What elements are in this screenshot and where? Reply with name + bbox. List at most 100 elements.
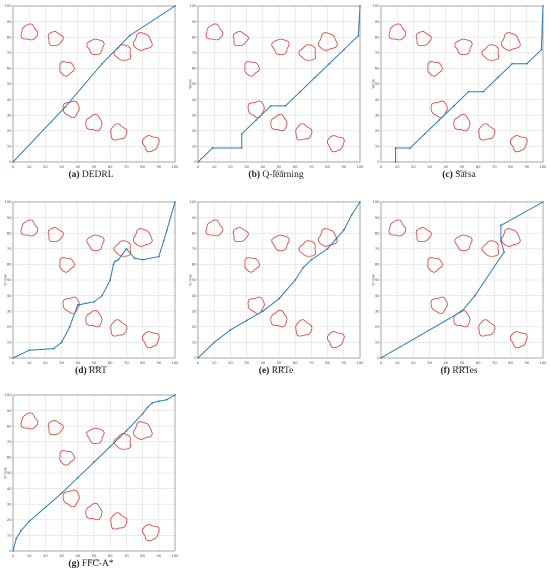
x-axis-label: X/ mile xyxy=(273,366,285,370)
path-point xyxy=(76,476,79,479)
path-point xyxy=(174,201,176,203)
y-tick-label: 0 xyxy=(377,356,380,360)
path-point xyxy=(313,76,316,79)
y-tick-label: 90 xyxy=(7,216,12,220)
x-tick-label: 90 xyxy=(157,361,162,365)
obstacle-outline xyxy=(295,319,313,337)
path-point xyxy=(499,240,502,242)
obstacle-outline xyxy=(132,421,153,440)
path-point xyxy=(278,297,280,300)
y-tick-label: 50 xyxy=(7,471,12,475)
x-tick-label: 80 xyxy=(508,361,513,365)
x-tick-label: 0 xyxy=(12,554,15,558)
x-tick-label: 70 xyxy=(124,361,129,365)
chart-svg: 00 10 10 20 20 30 30 40 40 50 50 60 60 70 70 80 80 90 90 10… xyxy=(189,4,365,173)
x-tick-label: 100 xyxy=(540,165,548,169)
obstacle-outline xyxy=(47,31,64,47)
x-tick-label: 50 xyxy=(92,361,97,365)
y-tick-label: 50 xyxy=(375,278,380,282)
caption-text: RRTe xyxy=(269,366,294,376)
x-tick-label: 40 xyxy=(76,165,81,169)
y-tick-label: 80 xyxy=(375,231,380,235)
x-tick-label: 70 xyxy=(309,165,314,169)
x-tick-label: 20 xyxy=(43,165,48,169)
caption-text: RRTes xyxy=(449,366,478,376)
x-tick-label: 10 xyxy=(27,361,32,365)
path-point xyxy=(503,251,506,253)
y-axis-label: Y/mm xyxy=(189,78,193,89)
path-point xyxy=(423,133,426,135)
obstacle-outline xyxy=(478,123,496,141)
path-point xyxy=(453,104,455,107)
x-tick-label: 90 xyxy=(342,361,347,365)
y-tick-label: 60 xyxy=(7,456,12,460)
obstacle-outline xyxy=(86,234,105,252)
path-point xyxy=(141,412,144,415)
y-tick-label: 0 xyxy=(194,356,197,360)
path-point xyxy=(525,62,528,65)
y-tick-label: 30 xyxy=(7,309,12,313)
x-tick-label: 60 xyxy=(476,165,481,169)
obstacle-outline xyxy=(59,450,75,466)
y-tick-label: 100 xyxy=(5,4,13,8)
x-axis-label: X/ mile xyxy=(88,559,100,563)
path-point xyxy=(15,537,18,540)
obstacle-outline xyxy=(478,319,496,337)
obstacle-outline xyxy=(271,234,290,252)
path-point xyxy=(438,118,441,121)
path-point xyxy=(328,62,331,65)
path-point xyxy=(197,161,199,163)
chart-panel: 0 0 10 10 20 20 30 30 40 40 50 50 60 60 70 70 80 80 90 90 10… xyxy=(189,4,365,188)
y-tick-label: 100 xyxy=(373,4,381,8)
x-tick-label: 90 xyxy=(157,165,162,169)
obstacle-outline xyxy=(298,44,317,61)
path-point xyxy=(12,550,14,552)
y-tick-label: 50 xyxy=(192,82,197,86)
y-axis-label: Y/ mile xyxy=(4,467,8,479)
obstacle-outline xyxy=(317,32,338,51)
obstacle-outline xyxy=(232,31,249,47)
obstacle-outline xyxy=(453,113,471,132)
path-point xyxy=(197,357,199,359)
x-tick-label: 60 xyxy=(293,165,298,169)
obstacle-outline xyxy=(141,135,160,153)
caption-label: (f) xyxy=(440,366,450,376)
y-axis-label: Y/mm xyxy=(372,78,376,89)
path-point xyxy=(60,341,63,344)
obstacle-outline xyxy=(47,227,64,243)
path-point xyxy=(542,5,544,7)
y-tick-label: 60 xyxy=(7,263,12,267)
obstacle-outline xyxy=(141,331,160,349)
path-point xyxy=(101,62,103,65)
path-point xyxy=(12,357,14,359)
path-point xyxy=(117,258,120,261)
x-tick-label: 100 xyxy=(172,165,180,169)
y-tick-label: 60 xyxy=(375,263,380,267)
chart-panel: 0 0 10 10 20 20 30 30 40 40 50 50 60 60 70 70 80 80 90 90 10… xyxy=(189,200,365,384)
caption-label: (c) xyxy=(442,170,453,180)
caption-text: FFC-A* xyxy=(79,559,114,569)
path-point xyxy=(133,257,136,260)
caption-text: Sarsa xyxy=(452,170,476,180)
path-point xyxy=(12,161,14,163)
path-point xyxy=(28,520,31,523)
path-point xyxy=(380,357,382,359)
chart-panel: 0 0 10 10 20 20 30 30 40 40 50 50 60 60 70 70 80 80 90 90 10… xyxy=(5,4,180,188)
x-tick-label: 50 xyxy=(277,361,282,365)
y-tick-label: 20 xyxy=(7,325,12,329)
chart-panel: 0 0 10 10 20 20 30 30 40 40 50 50 60 60 70 70 80 80 90 90 10… xyxy=(372,200,548,384)
obstacle-outline xyxy=(20,219,39,237)
x-tick-label: 60 xyxy=(293,361,298,365)
chart-svg: 00 10 10 20 20 30 30 40 40 50 50 60 60 70 70 80 80 90 90 10… xyxy=(372,200,548,369)
panel-caption: (d) RRT xyxy=(5,366,177,376)
y-tick-label: 20 xyxy=(192,325,197,329)
path-point xyxy=(499,224,502,227)
path-point xyxy=(310,258,313,261)
x-tick-label: 10 xyxy=(395,361,400,365)
chart-svg: 00 10 10 20 20 30 30 40 40 50 50 60 60 70 70 80 80 90 90 10… xyxy=(4,200,180,369)
y-tick-label: 40 xyxy=(7,98,12,102)
obstacle-outline xyxy=(232,227,249,243)
path-point xyxy=(44,506,47,509)
y-tick-label: 20 xyxy=(375,129,380,133)
path-point xyxy=(125,429,128,432)
